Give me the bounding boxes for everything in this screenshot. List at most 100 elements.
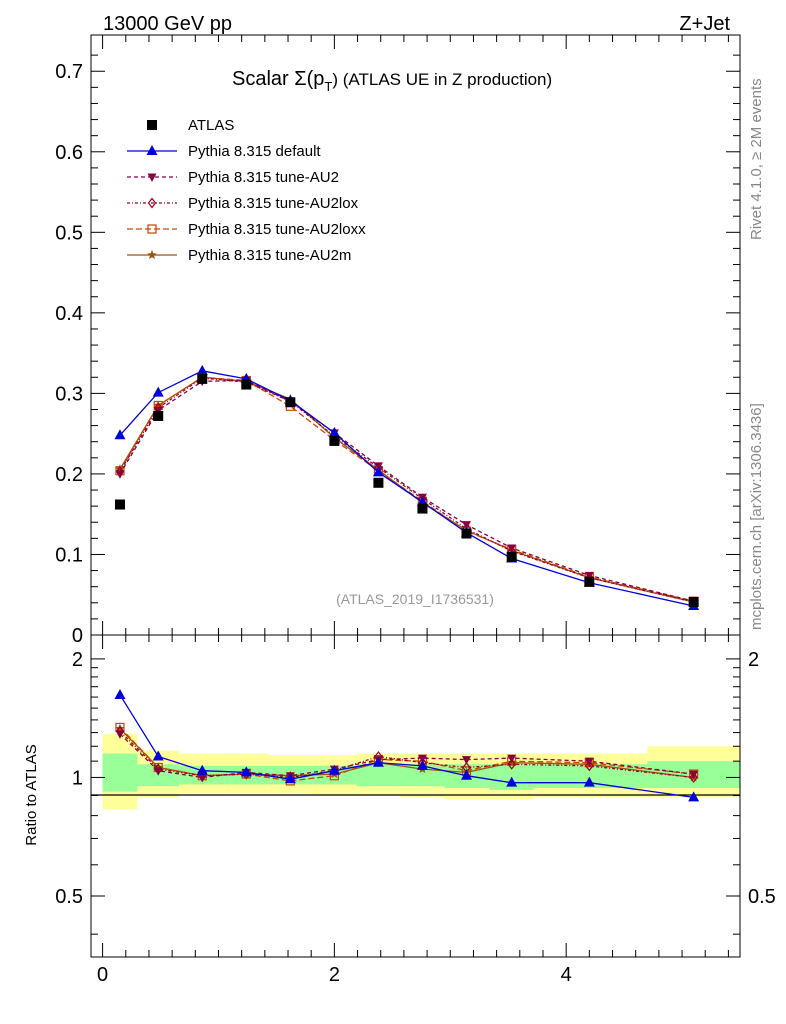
ratio-ytick-label: 2 [72, 649, 83, 671]
legend-label: Pythia 8.315 tune-AU2loxx [188, 221, 366, 238]
main-ytick-label: 0.1 [55, 544, 83, 566]
ratio-point [115, 730, 125, 739]
legend-entry: Pythia 8.315 default [127, 143, 321, 160]
ratio-point [689, 771, 698, 783]
band-green [356, 764, 401, 787]
data-point [417, 503, 428, 514]
ratio-point [689, 770, 699, 780]
main-series-line [119, 376, 694, 603]
ratio-point [584, 757, 594, 767]
data-point [373, 477, 384, 488]
main-ytick-label: 0.7 [55, 61, 83, 83]
legend-label: ATLAS [188, 117, 234, 134]
legend-label: Pythia 8.315 tune-AU2lox [188, 195, 359, 212]
main-series-line [119, 377, 694, 603]
main-series-line [119, 379, 694, 602]
mc-point [115, 470, 125, 479]
ratio-ytick-label: 0.5 [55, 886, 83, 908]
legend-entry: Pythia 8.315 tune-AU2 [127, 169, 339, 186]
legend-marker [147, 250, 157, 260]
analysis-watermark: (ATLAS_2019_I1736531) [336, 591, 494, 607]
legend-marker [147, 120, 157, 130]
header-right-label: Z+Jet [679, 13, 730, 35]
mc-point [507, 544, 517, 554]
main-series-3 [115, 372, 698, 608]
plot-title: Scalar Σ(pT) (ATLAS UE in Z production) [232, 68, 552, 94]
ratio-xtick-label: 4 [561, 964, 572, 986]
data-point [114, 499, 125, 510]
main-plot-panel: 0 0.1 0.2 0.3 0.4 0.5 0.6 0.7 Scalar Σ(pT) (ATL… [55, 34, 741, 647]
ratio-plot-panel: 0.5 0.5 1 2 2 0 2 4 Ratio to ATLAS [23, 634, 776, 986]
ratio-point [196, 764, 208, 775]
ratio-point [284, 773, 296, 784]
data-point [461, 528, 472, 539]
data-point [584, 576, 595, 587]
legend-marker [147, 197, 157, 209]
main-series-0 [114, 373, 699, 607]
ratio-plot-frame [90, 634, 741, 958]
main-ytick-label: 0.4 [55, 303, 83, 325]
data-point [506, 551, 517, 562]
ratio-point [114, 688, 126, 699]
main-series-1 [114, 364, 700, 611]
main-axis-ticks: 0 0.1 0.2 0.3 0.4 0.5 0.6 0.7 [55, 35, 740, 647]
ratio-point [583, 776, 595, 787]
ratio-point [507, 758, 516, 770]
legend-entry: Pythia 8.315 tune-AU2loxx [127, 221, 366, 238]
ratio-point [416, 759, 428, 770]
mc-point [584, 571, 594, 581]
legend-entry: Pythia 8.315 tune-AU2lox [127, 195, 359, 212]
header-left-label: 13000 GeV pp [103, 13, 232, 35]
legend-label: Pythia 8.315 default [188, 143, 321, 160]
ratio-xtick-label: 2 [329, 964, 340, 986]
main-series-line [119, 370, 694, 607]
mc-point [372, 466, 384, 477]
ratio-point [460, 769, 472, 780]
ratio-y-axis-label: Ratio to ATLAS [23, 744, 40, 845]
legend-marker [147, 224, 157, 234]
ratio-series-line [119, 694, 694, 799]
ratio-point [461, 756, 471, 765]
ratio-xtick-label: 0 [97, 964, 108, 986]
band-green [102, 753, 138, 792]
ratio-point [372, 756, 384, 767]
data-point [153, 410, 164, 421]
ratio-ytick-label: 1 [72, 767, 83, 789]
ratio-series-line [119, 730, 694, 779]
data-point [285, 397, 296, 408]
legend-marker [147, 173, 157, 182]
mc-point [115, 464, 125, 474]
mc-point [196, 364, 208, 375]
ratio-ytick-label-right: 2 [748, 649, 759, 671]
main-ytick-label: 0.6 [55, 142, 83, 164]
legend-entry: ATLAS [147, 117, 234, 134]
ratio-point [688, 791, 700, 802]
legend: ATLAS Pythia 8.315 default Pythia 8.315 tu… [127, 117, 366, 264]
data-point [688, 596, 699, 607]
main-ytick-label: 0.2 [55, 464, 83, 486]
mc-point [114, 429, 126, 440]
legend-label: Pythia 8.315 tune-AU2m [188, 247, 351, 264]
mc-point [152, 386, 164, 397]
legend-marker [146, 145, 158, 155]
ratio-point [585, 760, 594, 772]
main-series-line [119, 376, 694, 602]
main-ytick-label: 0 [72, 625, 83, 647]
ratio-series-line [119, 733, 694, 779]
ratio-axis-ticks: 0.5 0.5 1 2 2 0 2 4 [55, 635, 776, 986]
ratio-series-layer [114, 688, 700, 802]
main-ytick-label: 0.5 [55, 222, 83, 244]
ratio-point [197, 773, 207, 783]
ratio-point [507, 754, 517, 764]
ratio-ytick-label-right: 0.5 [748, 886, 776, 908]
main-series-5 [115, 372, 699, 607]
ratio-point [153, 767, 163, 776]
main-series-layer [114, 364, 700, 611]
data-point [329, 435, 340, 446]
main-series-4 [115, 372, 699, 606]
main-ytick-label: 0.3 [55, 383, 83, 405]
rivet-version-label: Rivet 4.1.0, ≥ 2M events [748, 78, 765, 240]
ratio-point [417, 754, 427, 764]
data-point [197, 373, 208, 384]
